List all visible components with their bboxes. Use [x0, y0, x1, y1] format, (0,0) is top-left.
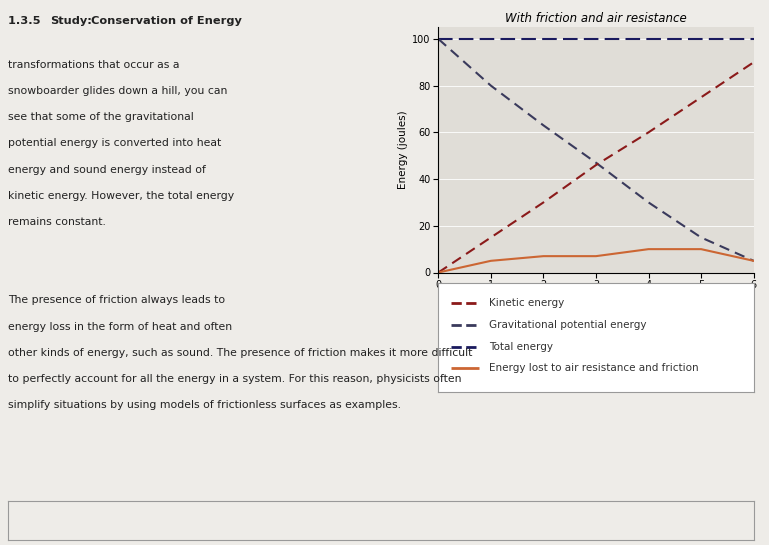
Text: snowboarder glides down a hill, you can: snowboarder glides down a hill, you can: [8, 86, 227, 96]
Text: Energy lost to air resistance and friction: Energy lost to air resistance and fricti…: [489, 364, 698, 373]
Text: energy and sound energy instead of: energy and sound energy instead of: [8, 165, 205, 174]
Text: Study:: Study:: [50, 16, 92, 26]
Text: other kinds of energy, such as sound. The presence of friction makes it more dif: other kinds of energy, such as sound. Th…: [8, 348, 472, 358]
X-axis label: Distance traveled (meters): Distance traveled (meters): [517, 294, 675, 304]
Text: potential energy is converted into heat: potential energy is converted into heat: [8, 138, 221, 148]
Text: simplify situations by using models of frictionless surfaces as examples.: simplify situations by using models of f…: [8, 400, 401, 410]
Text: Total energy: Total energy: [489, 342, 553, 352]
Text: 1.3.5: 1.3.5: [8, 16, 44, 26]
Text: transformations that occur as a: transformations that occur as a: [8, 60, 179, 70]
Title: With friction and air resistance: With friction and air resistance: [505, 11, 687, 25]
Text: see that some of the gravitational: see that some of the gravitational: [8, 112, 194, 122]
Text: The presence of friction always leads to: The presence of friction always leads to: [8, 295, 225, 305]
Text: Gravitational potential energy: Gravitational potential energy: [489, 320, 646, 330]
Text: kinetic energy. However, the total energy: kinetic energy. However, the total energ…: [8, 191, 234, 201]
Text: Kinetic energy: Kinetic energy: [489, 298, 564, 308]
Text: Conservation of Energy: Conservation of Energy: [87, 16, 241, 26]
Text: remains constant.: remains constant.: [8, 217, 105, 227]
Text: energy loss in the form of heat and often: energy loss in the form of heat and ofte…: [8, 322, 231, 331]
Y-axis label: Energy (joules): Energy (joules): [398, 111, 408, 189]
Text: to perfectly account for all the energy in a system. For this reason, physicists: to perfectly account for all the energy …: [8, 374, 461, 384]
